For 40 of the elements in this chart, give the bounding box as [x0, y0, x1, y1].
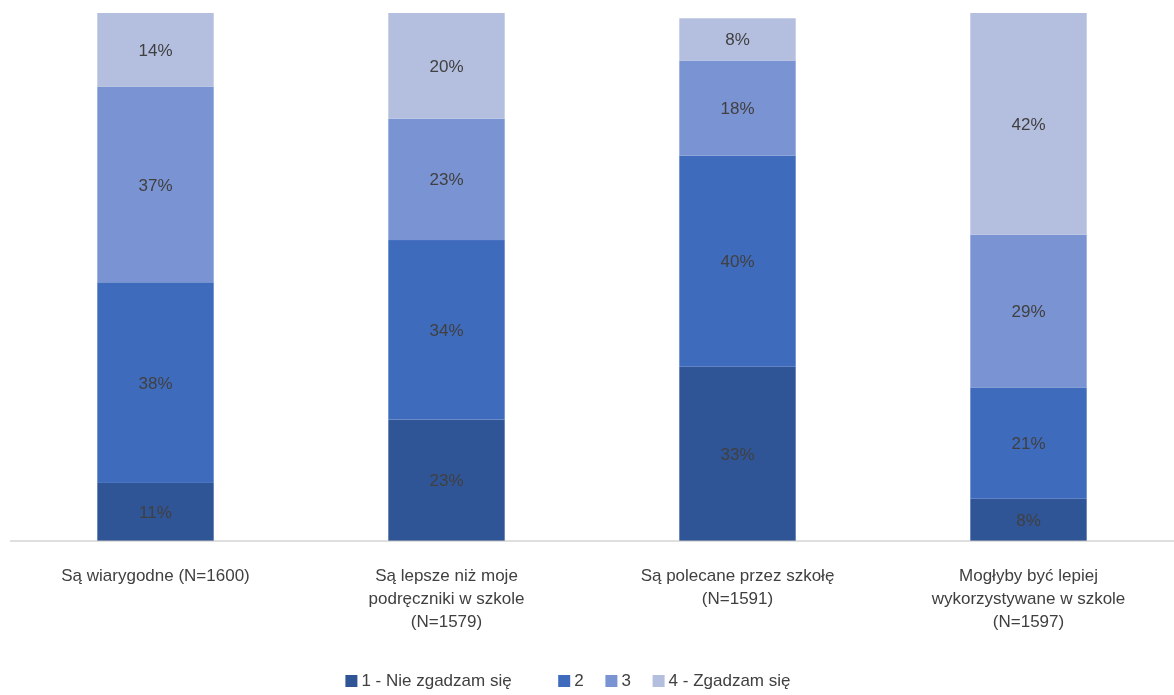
x-tick-label: Mogłyby być lepiej wykorzystywane w szkole (N=1597)	[930, 566, 1126, 631]
x-tick-label: Są wiarygodne (N=1600)	[61, 566, 250, 585]
x-tick-label: Są lepsze niż moje podręczniki w szkole (N=1579)	[368, 566, 525, 631]
bar	[679, 60, 796, 156]
data-label: 8%	[1016, 510, 1041, 530]
data-label: 34%	[429, 320, 464, 340]
legend-label: 1 - Nie zgadzam się	[361, 671, 512, 690]
bar	[970, 498, 1087, 541]
data-label: 18%	[720, 98, 755, 118]
bar	[97, 282, 214, 483]
x-tick-label: Są polecane przez szkołę (N=1591)	[640, 566, 835, 608]
data-label: 38%	[138, 373, 173, 393]
bar	[388, 118, 505, 241]
data-label: 42%	[1011, 114, 1046, 134]
data-label: 23%	[429, 471, 464, 491]
bar	[970, 13, 1087, 235]
data-label: 20%	[429, 56, 464, 76]
bar	[97, 482, 214, 541]
data-label: 11%	[139, 502, 172, 522]
bar	[679, 366, 796, 541]
legend-label: 3	[621, 671, 631, 690]
data-label: 8%	[725, 30, 750, 50]
data-label: 37%	[138, 175, 173, 195]
bar	[679, 155, 796, 367]
bar	[679, 18, 796, 61]
data-label: 29%	[1011, 302, 1046, 322]
data-label: 21%	[1011, 434, 1046, 454]
bar	[97, 13, 214, 87]
bar	[388, 240, 505, 420]
bar	[970, 234, 1087, 388]
bar	[388, 13, 505, 119]
bar	[97, 86, 214, 283]
bar	[970, 387, 1087, 499]
bar	[388, 419, 505, 541]
legend-label: 2	[574, 671, 584, 690]
data-label: 14%	[138, 40, 173, 60]
data-label: 33%	[720, 444, 755, 464]
data-label: 23%	[429, 170, 464, 190]
data-label: 40%	[720, 252, 755, 272]
legend-label: 4 - Zgadzam się	[668, 671, 791, 690]
